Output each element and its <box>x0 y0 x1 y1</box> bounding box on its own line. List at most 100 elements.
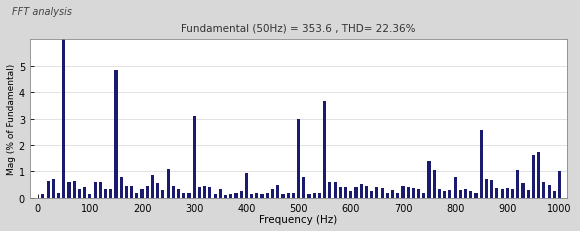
Bar <box>46 181 50 198</box>
Bar <box>208 187 212 198</box>
Bar <box>443 191 446 198</box>
Bar <box>532 155 535 198</box>
Bar <box>302 177 306 198</box>
Bar <box>391 190 394 198</box>
Bar <box>386 193 389 198</box>
X-axis label: Frequency (Hz): Frequency (Hz) <box>259 214 338 224</box>
Bar <box>41 194 45 198</box>
Bar <box>62 1 66 198</box>
Bar <box>67 182 71 198</box>
Bar <box>490 180 493 198</box>
Bar <box>506 188 509 198</box>
Bar <box>88 194 92 198</box>
Bar <box>229 194 233 198</box>
Bar <box>318 193 321 198</box>
Bar <box>266 193 269 198</box>
Bar <box>339 187 342 198</box>
Bar <box>271 189 274 198</box>
Bar <box>151 176 154 198</box>
Bar <box>104 189 107 198</box>
Bar <box>177 189 180 198</box>
Bar <box>240 191 243 198</box>
Bar <box>412 188 415 198</box>
Bar <box>135 193 139 198</box>
Bar <box>323 102 327 198</box>
Bar <box>537 153 540 198</box>
Bar <box>469 191 472 198</box>
Bar <box>255 193 259 198</box>
Bar <box>187 193 191 198</box>
Bar <box>313 193 316 198</box>
Text: Fundamental (50Hz) = 353.6 , THD= 22.36%: Fundamental (50Hz) = 353.6 , THD= 22.36% <box>182 24 416 34</box>
Bar <box>156 183 160 198</box>
Bar <box>485 179 488 198</box>
Bar <box>234 193 238 198</box>
Bar <box>161 190 165 198</box>
Bar <box>78 189 81 198</box>
Bar <box>57 193 60 198</box>
Bar <box>114 70 118 198</box>
Bar <box>109 189 113 198</box>
Bar <box>407 187 409 198</box>
Bar <box>166 169 170 198</box>
Text: FFT analysis: FFT analysis <box>12 7 71 17</box>
Bar <box>558 172 561 198</box>
Bar <box>354 187 357 198</box>
Bar <box>72 181 76 198</box>
Bar <box>474 193 477 198</box>
Bar <box>427 161 430 198</box>
Bar <box>448 191 451 198</box>
Bar <box>198 187 201 198</box>
Bar <box>287 193 290 198</box>
Bar <box>250 194 253 198</box>
Bar <box>281 194 285 198</box>
Bar <box>380 188 383 198</box>
Bar <box>93 182 97 198</box>
Bar <box>527 190 530 198</box>
Bar <box>521 183 524 198</box>
Bar <box>292 193 295 198</box>
Bar <box>516 170 519 198</box>
Bar <box>52 179 55 198</box>
Bar <box>548 185 550 198</box>
Bar <box>213 194 217 198</box>
Bar <box>193 116 196 198</box>
Bar <box>401 186 404 198</box>
Bar <box>344 187 347 198</box>
Bar <box>542 182 545 198</box>
Bar <box>276 185 280 198</box>
Bar <box>172 186 175 198</box>
Bar <box>511 189 514 198</box>
Bar <box>501 189 503 198</box>
Bar <box>224 195 227 198</box>
Bar <box>328 183 331 198</box>
Bar <box>83 187 86 198</box>
Bar <box>360 184 362 198</box>
Bar <box>370 191 373 198</box>
Y-axis label: Mag (% of Fundamental): Mag (% of Fundamental) <box>7 64 16 174</box>
Bar <box>203 186 206 198</box>
Bar <box>307 194 311 198</box>
Bar <box>459 190 462 198</box>
Bar <box>433 170 436 198</box>
Bar <box>349 191 352 198</box>
Bar <box>125 186 128 198</box>
Bar <box>454 178 456 198</box>
Bar <box>553 191 556 198</box>
Bar <box>396 193 399 198</box>
Bar <box>99 182 102 198</box>
Bar <box>297 120 300 198</box>
Bar <box>182 193 186 198</box>
Bar <box>438 189 441 198</box>
Bar <box>417 189 420 198</box>
Bar <box>146 186 149 198</box>
Bar <box>464 189 467 198</box>
Bar <box>365 186 368 198</box>
Bar <box>130 186 133 198</box>
Bar <box>480 131 483 198</box>
Bar <box>260 194 264 198</box>
Bar <box>119 177 123 198</box>
Bar <box>495 188 498 198</box>
Bar <box>245 173 248 198</box>
Bar <box>334 183 336 198</box>
